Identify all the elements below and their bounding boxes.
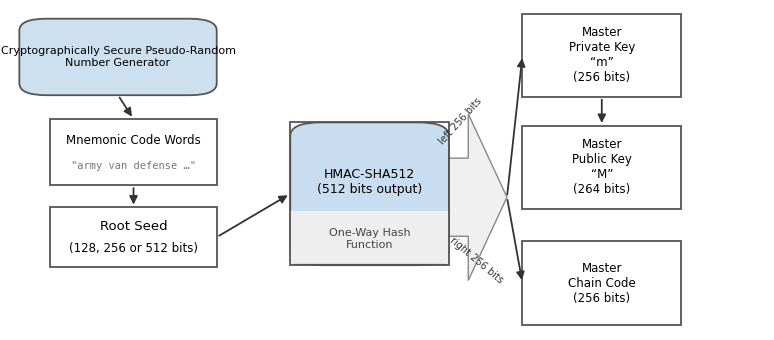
FancyBboxPatch shape (290, 122, 449, 265)
Bar (290, 212, 449, 265)
FancyBboxPatch shape (19, 19, 217, 95)
Text: Mnemonic Code Words: Mnemonic Code Words (66, 134, 201, 147)
Text: (128, 256 or 512 bits): (128, 256 or 512 bits) (69, 241, 198, 255)
Text: left 256 bits: left 256 bits (437, 96, 484, 146)
Text: Master
Private Key
“m”
(256 bits): Master Private Key “m” (256 bits) (569, 26, 635, 84)
Text: Master
Public Key
“M”
(264 bits): Master Public Key “M” (264 bits) (572, 138, 632, 197)
Bar (522, 14, 681, 97)
Bar (50, 119, 217, 185)
Bar (50, 207, 217, 267)
Bar (290, 211, 449, 265)
Text: Master
Chain Code
(256 bits): Master Chain Code (256 bits) (568, 261, 635, 305)
Text: Cryptographically Secure Pseudo-Random
Number Generator: Cryptographically Secure Pseudo-Random N… (1, 46, 235, 68)
Bar (522, 126, 681, 209)
Text: HMAC-SHA512
(512 bits output): HMAC-SHA512 (512 bits output) (317, 168, 422, 197)
Bar (522, 241, 681, 325)
Polygon shape (414, 114, 507, 280)
Text: "army van defense …": "army van defense …" (71, 161, 196, 171)
Text: One-Way Hash
Function: One-Way Hash Function (329, 228, 410, 250)
Bar (290, 122, 449, 265)
Text: right 256 bits: right 256 bits (447, 235, 505, 285)
Text: Root Seed: Root Seed (100, 220, 167, 233)
